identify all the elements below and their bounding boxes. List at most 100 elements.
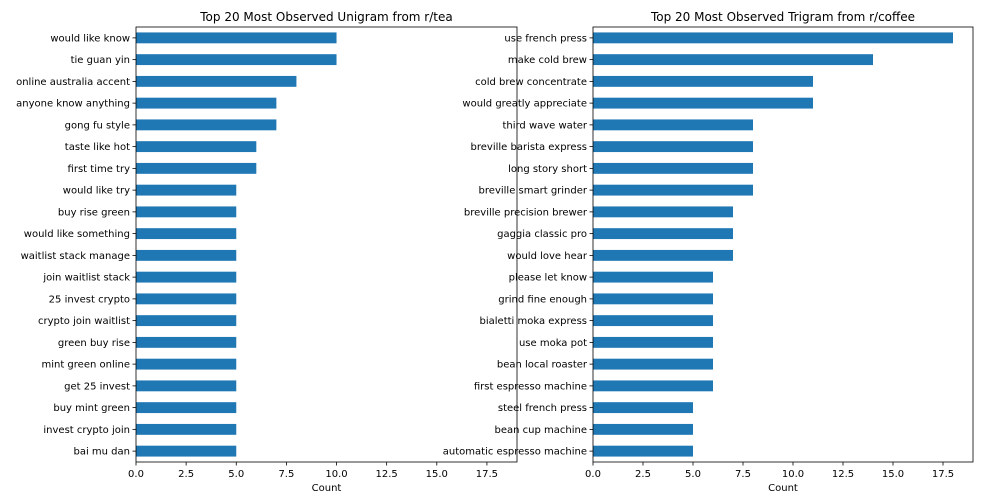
bar bbox=[136, 423, 237, 435]
chart-title: Top 20 Most Observed Unigram from r/tea bbox=[199, 10, 452, 24]
y-tick-label: use french press bbox=[504, 33, 587, 44]
y-tick-label: breville barista express bbox=[471, 142, 587, 153]
y-tick-label: breville smart grinder bbox=[479, 186, 588, 197]
bar bbox=[593, 358, 713, 370]
y-tick-label: buy rise green bbox=[58, 207, 130, 218]
bar bbox=[593, 402, 693, 414]
y-tick-label: first espresso machine bbox=[474, 381, 587, 392]
bar bbox=[593, 445, 693, 457]
bar bbox=[593, 32, 953, 44]
x-tick-label: 15.0 bbox=[426, 469, 448, 480]
bar bbox=[593, 315, 713, 327]
bar bbox=[136, 293, 237, 305]
bar bbox=[593, 141, 753, 153]
bar bbox=[593, 228, 733, 240]
y-tick-label: would like know bbox=[50, 33, 130, 44]
y-tick-label: long story short bbox=[508, 164, 587, 175]
bar bbox=[593, 54, 873, 66]
bar bbox=[136, 32, 337, 44]
bar bbox=[593, 75, 813, 87]
bar bbox=[136, 358, 237, 370]
x-tick-label: 5.0 bbox=[685, 469, 701, 480]
bar bbox=[136, 97, 277, 109]
bar bbox=[593, 271, 713, 283]
bar bbox=[593, 184, 753, 196]
axes-frame bbox=[135, 26, 518, 463]
bar bbox=[136, 380, 237, 392]
y-tick-label: bai mu dan bbox=[73, 447, 130, 458]
bar bbox=[136, 206, 237, 218]
y-tick-label: gong fu style bbox=[65, 120, 130, 131]
bar bbox=[136, 336, 237, 348]
chart-panel-2: use french press make cold brew cold brew … bbox=[443, 10, 974, 494]
y-tick-label: automatic espresso machine bbox=[443, 447, 587, 458]
y-tick-label: anyone know anything bbox=[16, 99, 130, 110]
y-tick-label: grind fine enough bbox=[498, 294, 587, 305]
bar bbox=[136, 141, 257, 153]
y-tick-label: get 25 invest bbox=[64, 381, 130, 392]
x-tick-label: 2.5 bbox=[635, 469, 651, 480]
y-tick-label: bean local roaster bbox=[497, 360, 588, 371]
y-tick-label: buy mint green bbox=[53, 403, 130, 414]
bar bbox=[593, 380, 713, 392]
x-tick-label: 17.5 bbox=[932, 469, 954, 480]
chart-title: Top 20 Most Observed Trigram from r/coff… bbox=[650, 10, 915, 24]
x-tick-label: 7.5 bbox=[735, 469, 751, 480]
bar bbox=[136, 184, 237, 196]
y-tick-label: cold brew concentrate bbox=[475, 77, 587, 88]
bar bbox=[593, 423, 693, 435]
bar bbox=[136, 315, 237, 327]
y-tick-label: waitlist stack manage bbox=[21, 251, 130, 262]
y-tick-label: steel french press bbox=[498, 403, 587, 414]
bar bbox=[136, 271, 237, 283]
y-tick-label: make cold brew bbox=[508, 55, 587, 66]
y-tick-label: taste like hot bbox=[65, 142, 130, 153]
x-tick-label: 12.5 bbox=[832, 469, 854, 480]
y-tick-label: crypto join waitlist bbox=[38, 316, 130, 327]
y-tick-label: bean cup machine bbox=[495, 425, 587, 436]
bar bbox=[593, 97, 813, 109]
bar bbox=[136, 249, 237, 261]
x-axis-label: Count bbox=[768, 483, 798, 494]
y-tick-label: tie guan yin bbox=[71, 55, 130, 66]
y-tick-label: would like something bbox=[24, 229, 130, 240]
bar bbox=[136, 75, 297, 87]
x-tick-label: 7.5 bbox=[278, 469, 294, 480]
y-tick-label: would greatly appreciate bbox=[462, 99, 587, 110]
x-axis-label: Count bbox=[312, 483, 342, 494]
bar bbox=[136, 162, 257, 174]
y-tick-label: use moka pot bbox=[519, 338, 587, 349]
y-tick-label: would love hear bbox=[507, 251, 588, 262]
x-tick-label: 12.5 bbox=[376, 469, 398, 480]
y-tick-label: first time try bbox=[68, 164, 131, 175]
y-tick-label: gaggia classic pro bbox=[497, 229, 587, 240]
bar bbox=[593, 336, 713, 348]
y-tick-label: would like try bbox=[63, 186, 130, 197]
x-tick-label: 2.5 bbox=[178, 469, 194, 480]
x-tick-label: 5.0 bbox=[228, 469, 244, 480]
bar bbox=[593, 119, 753, 131]
bar bbox=[593, 249, 733, 261]
y-tick-label: breville precision brewer bbox=[464, 207, 588, 218]
bar bbox=[136, 445, 237, 457]
bar bbox=[136, 402, 237, 414]
y-tick-label: 25 invest crypto bbox=[49, 294, 130, 305]
bar bbox=[593, 162, 753, 174]
y-tick-label: online australia accent bbox=[16, 77, 130, 88]
x-tick-label: 17.5 bbox=[476, 469, 498, 480]
x-tick-label: 10.0 bbox=[325, 469, 347, 480]
bar bbox=[136, 228, 237, 240]
y-tick-label: green buy rise bbox=[58, 338, 130, 349]
x-tick-label: 10.0 bbox=[782, 469, 804, 480]
x-tick-label: 15.0 bbox=[882, 469, 904, 480]
y-tick-label: mint green online bbox=[41, 360, 130, 371]
bar bbox=[593, 206, 733, 218]
bar bbox=[136, 119, 277, 131]
y-tick-label: third wave water bbox=[502, 120, 587, 131]
y-tick-label: bialetti moka express bbox=[480, 316, 587, 327]
y-tick-label: please let know bbox=[509, 273, 587, 284]
bar bbox=[136, 54, 337, 66]
chart-panel-1: would like know tie guan yin online austra… bbox=[16, 10, 518, 494]
